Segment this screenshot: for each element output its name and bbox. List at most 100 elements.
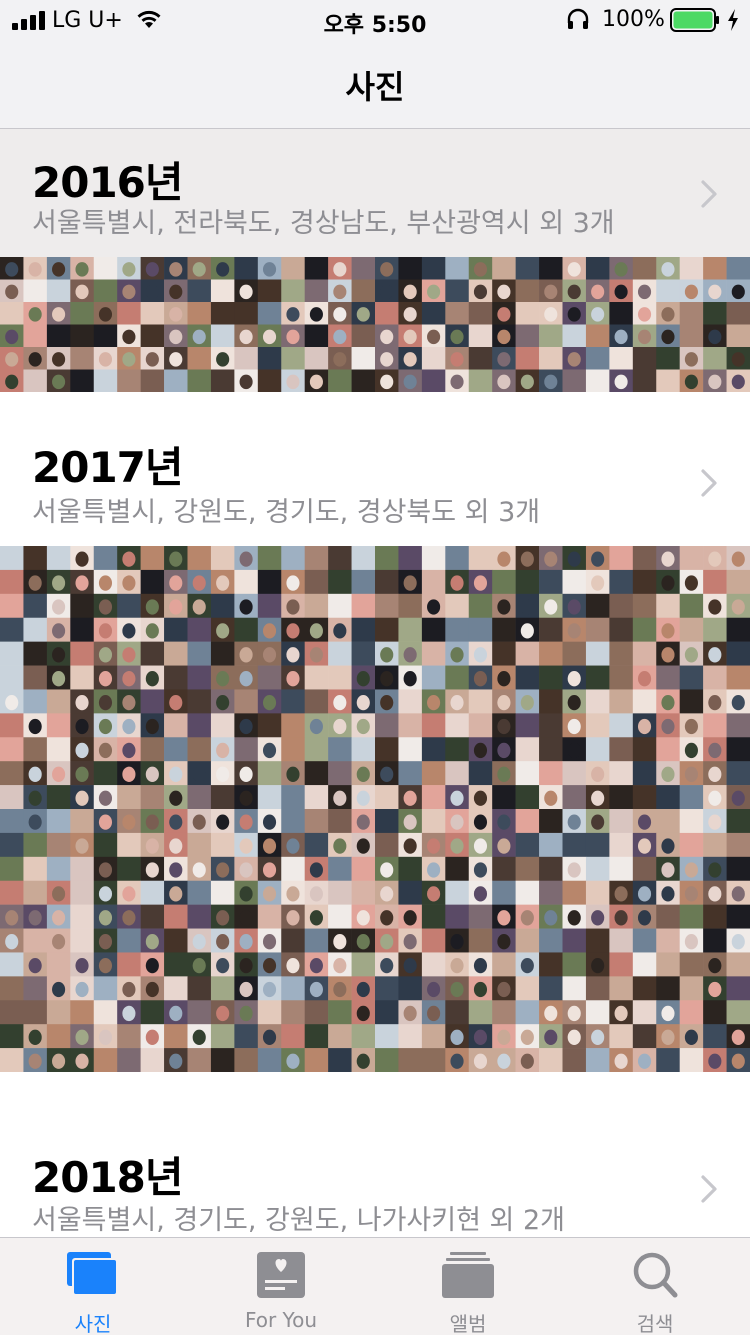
photo-thumbnail[interactable] [445,279,470,303]
photo-thumbnail[interactable] [585,324,610,348]
year-section-2017[interactable]: 2017년 서울특별시, 강원도, 경기도, 경상북도 외 3개 [0,392,750,546]
photo-thumbnail[interactable] [609,689,634,714]
photo-thumbnail[interactable] [468,713,493,738]
photo-mosaic-2017[interactable] [0,546,750,1072]
photo-thumbnail[interactable] [0,665,24,690]
photo-thumbnail[interactable] [375,737,399,762]
photo-thumbnail[interactable] [0,785,24,810]
photo-thumbnail[interactable] [140,1000,165,1025]
photo-thumbnail[interactable] [375,832,399,858]
photo-thumbnail[interactable] [562,641,587,666]
photo-thumbnail[interactable] [398,1024,423,1049]
photo-thumbnail[interactable] [609,713,634,738]
photo-thumbnail[interactable] [421,257,446,280]
photo-thumbnail[interactable] [23,324,48,348]
photo-thumbnail[interactable] [679,617,704,642]
photo-thumbnail[interactable] [562,880,587,905]
photo-thumbnail[interactable] [70,617,95,642]
photo-thumbnail[interactable] [164,976,188,1001]
photo-thumbnail[interactable] [210,593,235,619]
photo-thumbnail[interactable] [140,546,165,571]
photo-thumbnail[interactable] [632,593,657,619]
photo-thumbnail[interactable] [46,952,71,977]
photo-thumbnail[interactable] [468,347,493,370]
photo-thumbnail[interactable] [23,689,48,714]
photo-thumbnail[interactable] [70,856,95,882]
photo-thumbnail[interactable] [375,593,399,619]
photo-thumbnail[interactable] [539,737,563,762]
photo-thumbnail[interactable] [93,976,118,1001]
photo-thumbnail[interactable] [304,593,329,619]
photo-thumbnail[interactable] [679,257,704,280]
photo-thumbnail[interactable] [726,832,750,858]
photo-thumbnail[interactable] [46,324,71,348]
photo-thumbnail[interactable] [187,347,212,370]
photo-thumbnail[interactable] [656,665,680,690]
photo-thumbnail[interactable] [421,952,446,977]
photo-thumbnail[interactable] [210,279,235,303]
photo-thumbnail[interactable] [375,976,399,1001]
photo-thumbnail[interactable] [164,617,188,642]
photo-thumbnail[interactable] [726,737,750,762]
photo-thumbnail[interactable] [539,257,563,280]
photo-thumbnail[interactable] [328,665,352,690]
photo-thumbnail[interactable] [539,856,563,882]
photo-thumbnail[interactable] [0,593,24,619]
photo-thumbnail[interactable] [351,880,376,905]
photo-thumbnail[interactable] [585,928,610,953]
photo-thumbnail[interactable] [468,302,493,325]
photo-thumbnail[interactable] [351,737,376,762]
photo-thumbnail[interactable] [281,737,305,762]
photo-thumbnail[interactable] [679,952,704,977]
photo-thumbnail[interactable] [187,546,212,571]
photo-thumbnail[interactable] [304,279,329,303]
photo-thumbnail[interactable] [0,809,24,834]
photo-thumbnail[interactable] [281,928,305,953]
photo-thumbnail[interactable] [445,665,470,690]
photo-thumbnail[interactable] [609,569,634,595]
photo-thumbnail[interactable] [187,665,212,690]
photo-thumbnail[interactable] [351,257,376,280]
photo-thumbnail[interactable] [304,1000,329,1025]
photo-thumbnail[interactable] [70,665,95,690]
photo-thumbnail[interactable] [398,856,423,882]
photo-thumbnail[interactable] [140,1048,165,1072]
photo-thumbnail[interactable] [46,1024,71,1049]
photo-thumbnail[interactable] [375,809,399,834]
photo-thumbnail[interactable] [304,785,329,810]
photo-thumbnail[interactable] [609,976,634,1001]
photo-thumbnail[interactable] [0,976,24,1001]
photo-thumbnail[interactable] [445,904,470,929]
photo-thumbnail[interactable] [609,546,634,571]
photo-thumbnail[interactable] [234,569,259,595]
photo-thumbnail[interactable] [70,369,95,393]
photo-thumbnail[interactable] [539,713,563,738]
photo-thumbnail[interactable] [328,641,352,666]
photo-thumbnail[interactable] [234,689,259,714]
photo-thumbnail[interactable] [304,546,329,571]
photo-thumbnail[interactable] [398,689,423,714]
photo-thumbnail[interactable] [585,257,610,280]
photo-thumbnail[interactable] [679,809,704,834]
photo-thumbnail[interactable] [468,324,493,348]
photo-thumbnail[interactable] [23,856,48,882]
photo-thumbnail[interactable] [703,665,727,690]
photo-thumbnail[interactable] [656,369,680,393]
photo-thumbnail[interactable] [632,761,657,786]
photo-thumbnail[interactable] [164,369,188,393]
photo-thumbnail[interactable] [140,689,165,714]
photo-thumbnail[interactable] [632,641,657,666]
photo-thumbnail[interactable] [0,617,24,642]
photo-thumbnail[interactable] [140,737,165,762]
photo-thumbnail[interactable] [70,641,95,666]
photo-thumbnail[interactable] [375,569,399,595]
photo-thumbnail[interactable] [187,279,212,303]
photo-thumbnail[interactable] [726,257,750,280]
photo-thumbnail[interactable] [70,880,95,905]
photo-thumbnail[interactable] [0,546,24,571]
photo-thumbnail[interactable] [632,856,657,882]
photo-thumbnail[interactable] [679,976,704,1001]
photo-thumbnail[interactable] [117,1048,141,1072]
photo-thumbnail[interactable] [140,880,165,905]
photo-thumbnail[interactable] [140,324,165,348]
